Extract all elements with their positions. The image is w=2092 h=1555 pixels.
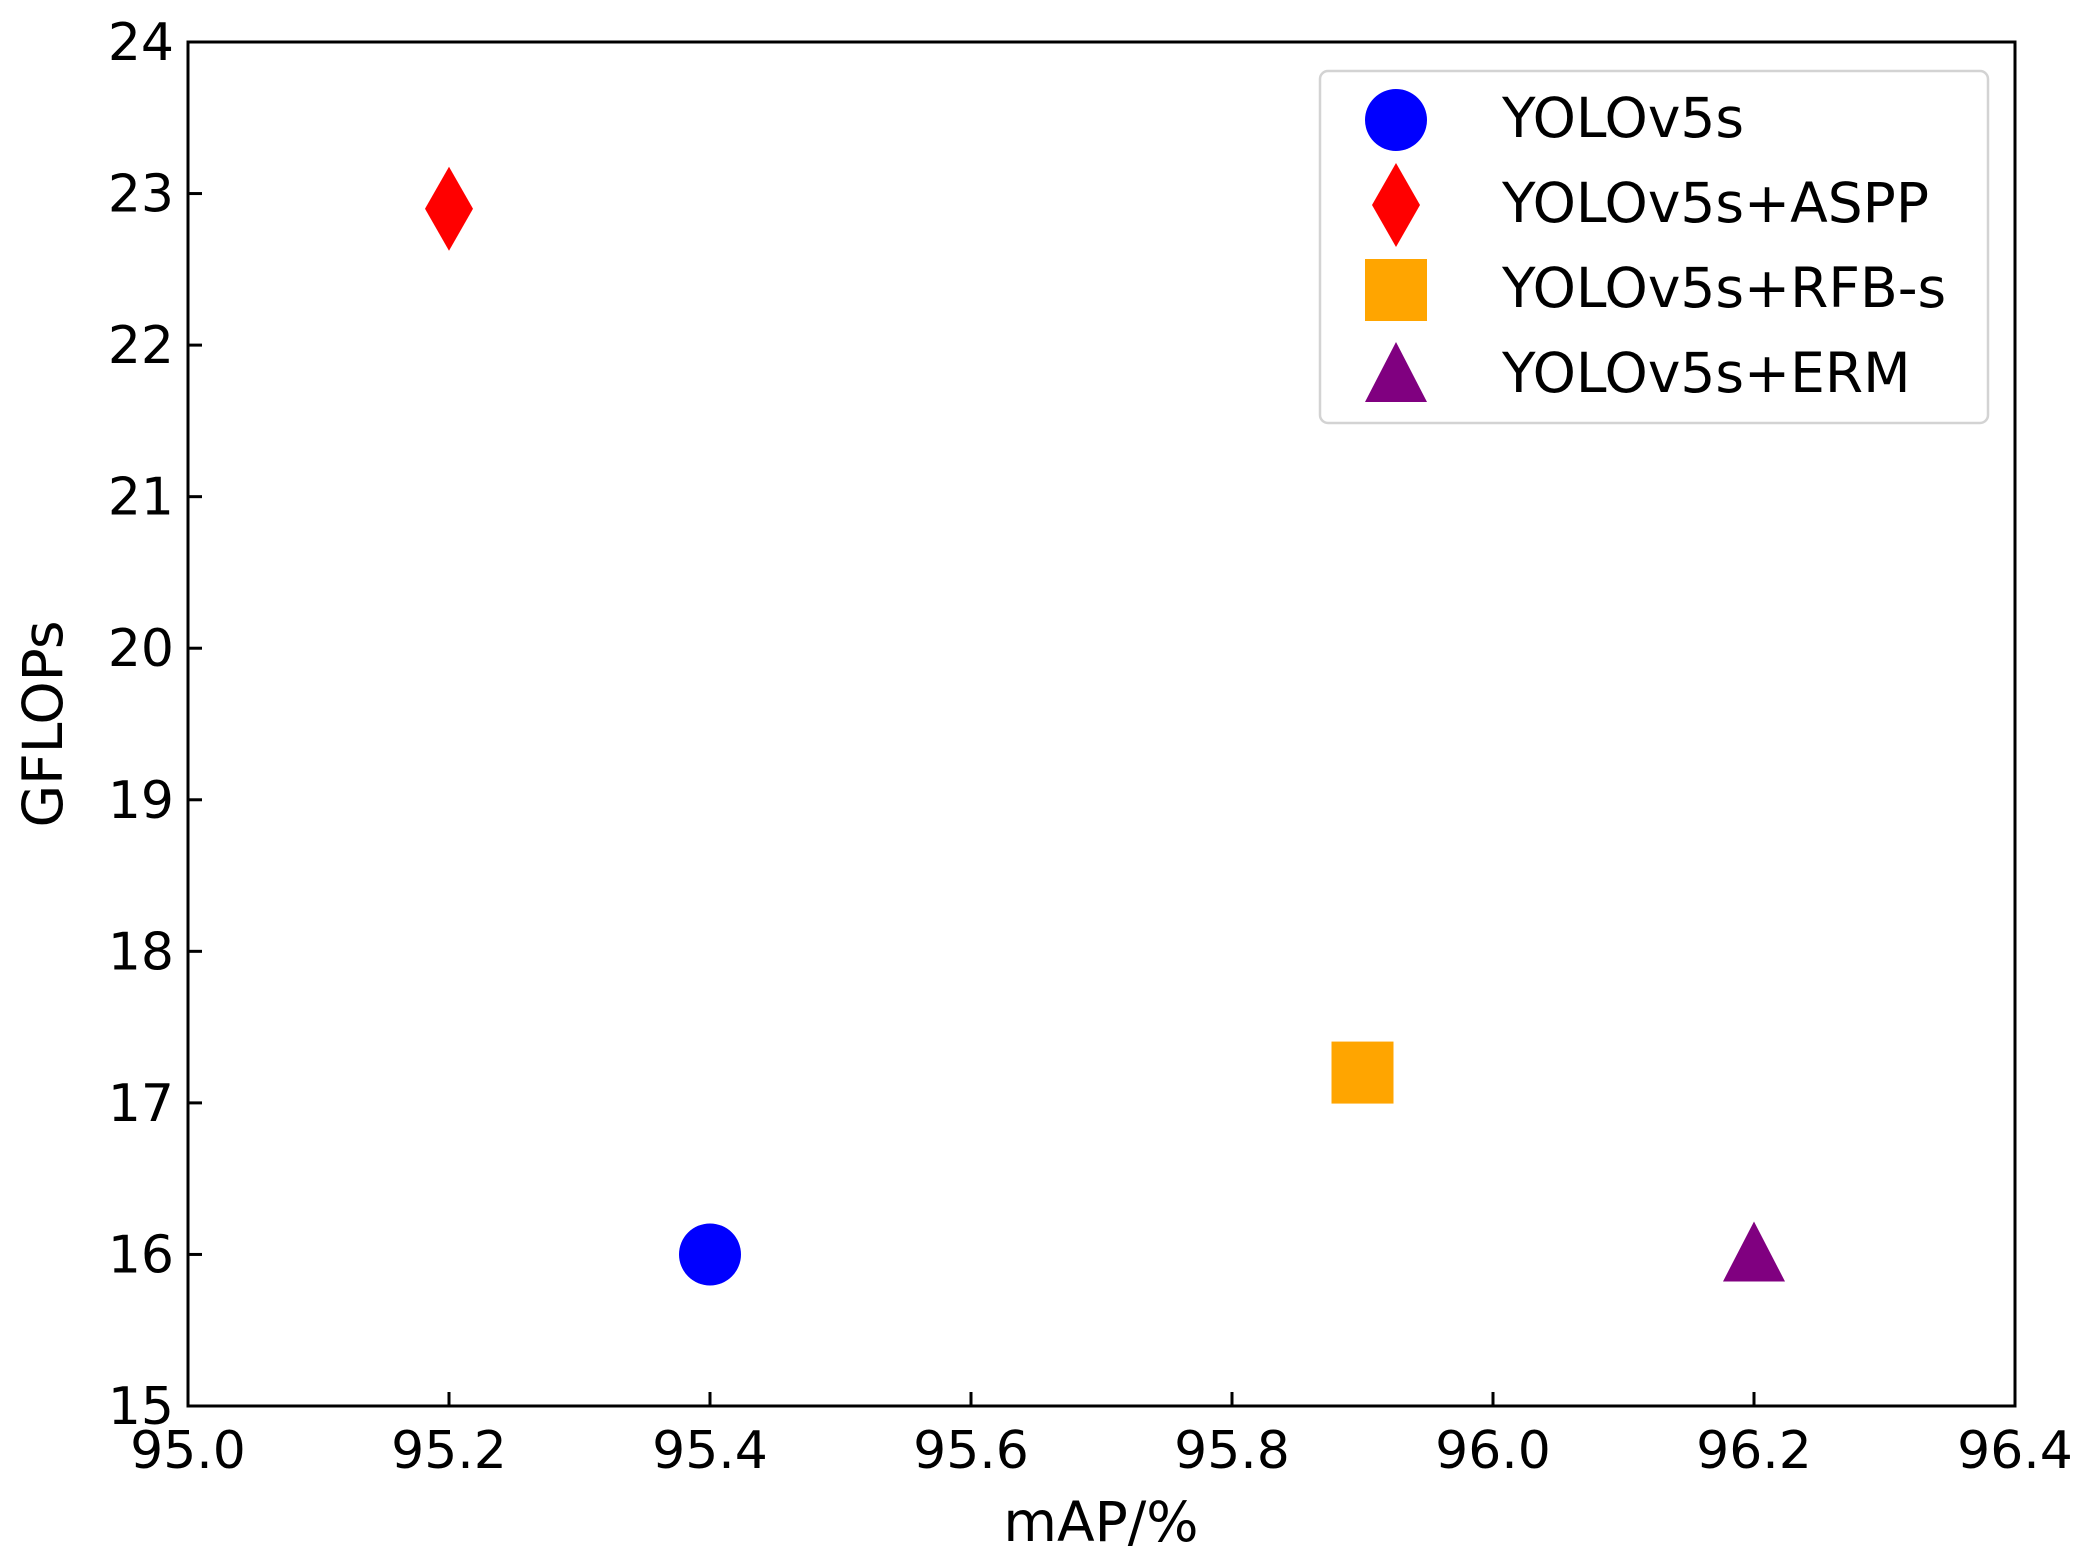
data-point-yolov5s-rfb-s bbox=[1331, 1041, 1394, 1104]
legend-marker-yolov5s bbox=[1365, 89, 1427, 151]
x-tick-label: 95.0 bbox=[130, 1421, 246, 1481]
legend-marker-yolov5s-aspp bbox=[1372, 163, 1420, 247]
y-tick-label: 23 bbox=[108, 165, 174, 225]
y-tick-label: 17 bbox=[108, 1074, 174, 1134]
y-tick-label: 18 bbox=[108, 922, 174, 982]
x-tick-label: 96.0 bbox=[1435, 1421, 1551, 1481]
x-tick-label: 96.4 bbox=[1957, 1421, 2073, 1481]
plot-area-frame bbox=[186, 40, 2017, 1408]
data-point-yolov5s-erm bbox=[1723, 1221, 1785, 1282]
y-tick-label: 21 bbox=[108, 468, 174, 528]
x-tick-label: 96.2 bbox=[1696, 1421, 1812, 1481]
legend-frame bbox=[1318, 69, 1990, 425]
y-tick-label: 19 bbox=[108, 771, 174, 831]
x-tick-label: 95.4 bbox=[652, 1421, 768, 1481]
legend-label-erm: YOLOv5s+ERM bbox=[1501, 341, 1911, 405]
legend-marker-yolov5s-erm bbox=[1365, 342, 1427, 402]
legend-label-aspp: YOLOv5s+ASPP bbox=[1501, 171, 1929, 235]
y-axis-title: GFLOPs bbox=[11, 620, 75, 827]
legend-marker-yolov5s-rfb-s bbox=[1365, 259, 1427, 321]
data-points bbox=[425, 166, 1785, 1286]
x-axis-title: mAP/% bbox=[1003, 1490, 1198, 1554]
x-tick-label: 95.2 bbox=[391, 1421, 507, 1481]
y-tick-label: 24 bbox=[108, 13, 174, 73]
y-tick-label: 16 bbox=[108, 1225, 174, 1285]
data-point-yolov5s bbox=[679, 1223, 741, 1286]
legend-label-rfb-s: YOLOv5s+RFB-s bbox=[1501, 256, 1946, 320]
legend-markers bbox=[1365, 89, 1427, 402]
data-point-yolov5s-aspp bbox=[425, 166, 473, 251]
tick-labels: 95.0 95.2 95.4 95.6 95.8 96.0 96.2 96.4 15 16 17 18… bbox=[108, 13, 2073, 1481]
x-tick-label: 95.6 bbox=[913, 1421, 1029, 1481]
y-tick-label: 15 bbox=[108, 1377, 174, 1437]
y-tick-label: 22 bbox=[108, 316, 174, 376]
legend-label-yolov5s: YOLOv5s bbox=[1501, 86, 1744, 150]
x-tick-label: 95.8 bbox=[1174, 1421, 1290, 1481]
legend: YOLOv5s YOLOv5s+ASPP YOLOv5s+RFB-s YOLOv… bbox=[1318, 69, 1990, 425]
y-tick-label: 20 bbox=[108, 619, 174, 679]
